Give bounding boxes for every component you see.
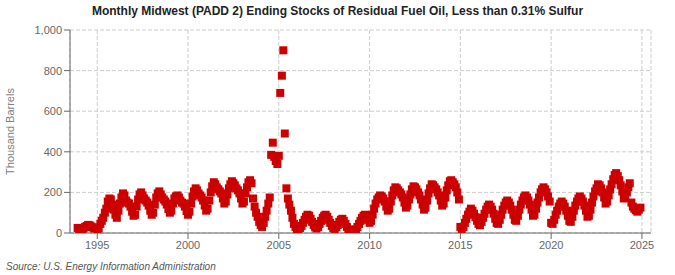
svg-text:2020: 2020 xyxy=(539,239,563,251)
svg-text:1,000: 1,000 xyxy=(34,24,62,36)
svg-text:200: 200 xyxy=(44,186,62,198)
svg-text:1995: 1995 xyxy=(85,239,109,251)
svg-text:2005: 2005 xyxy=(267,239,291,251)
svg-text:2010: 2010 xyxy=(357,239,381,251)
svg-text:2025: 2025 xyxy=(630,239,654,251)
svg-text:0: 0 xyxy=(56,227,62,239)
svg-text:600: 600 xyxy=(44,105,62,117)
svg-text:800: 800 xyxy=(44,65,62,77)
html-text:Source: U.S. Energy Informatio: Source: U.S. Energy Information Administ… xyxy=(6,261,216,272)
svg-text:Thousand Barrels: Thousand Barrels xyxy=(8,88,16,175)
svg-text:2015: 2015 xyxy=(448,239,472,251)
svg-text:2000: 2000 xyxy=(176,239,200,251)
svg-text:400: 400 xyxy=(44,146,62,158)
html-text:Monthly Midwest (PADD 2) Endin: Monthly Midwest (PADD 2) Ending Stocks o… xyxy=(91,4,584,18)
